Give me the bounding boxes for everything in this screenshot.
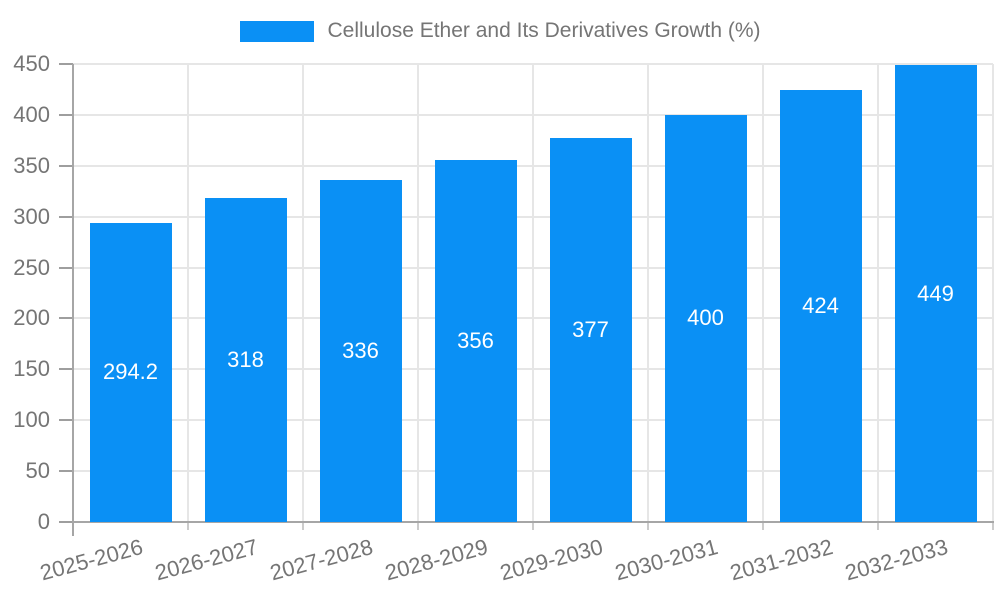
bar [664, 114, 747, 522]
bar-value-label: 318 [227, 347, 264, 373]
y-tick [59, 266, 73, 269]
y-tick [59, 419, 73, 422]
y-tick [59, 368, 73, 371]
bar [434, 159, 517, 522]
v-gridline [992, 64, 994, 522]
y-axis-label: 450 [13, 51, 50, 76]
x-axis-label: 2031-2032 [726, 534, 835, 586]
y-tick [59, 470, 73, 473]
y-axis-line [72, 64, 74, 536]
x-tick [877, 522, 879, 530]
x-axis-line [72, 521, 994, 523]
y-axis-label: 100 [13, 407, 50, 433]
y-tick [59, 63, 73, 65]
x-tick [762, 522, 764, 530]
legend-swatch [239, 20, 314, 42]
y-axis-label: 0 [37, 509, 50, 534]
bar [779, 90, 862, 522]
v-gridline [762, 64, 764, 522]
y-axis-label: 50 [25, 458, 50, 484]
v-gridline [877, 64, 879, 522]
y-tick [59, 215, 73, 218]
bar [204, 198, 287, 522]
bar-value-label: 294.2 [102, 359, 159, 385]
bar-value-label: 336 [342, 338, 379, 363]
x-tick [532, 522, 534, 530]
bar [549, 138, 632, 522]
y-axis-label: 150 [13, 356, 50, 382]
y-tick [59, 164, 73, 167]
y-axis-label: 200 [13, 305, 50, 331]
bar-value-label: 400 [687, 305, 724, 331]
bar [89, 222, 172, 522]
bar-value-label: 449 [917, 280, 954, 306]
v-gridline [302, 64, 304, 522]
bar [894, 65, 977, 522]
x-axis-label: 2027-2028 [266, 534, 375, 586]
bar-value-label: 356 [457, 327, 494, 353]
legend-label: Cellulose Ether and Its Derivatives Grow… [327, 19, 761, 42]
y-axis-label: 250 [13, 254, 50, 280]
legend[interactable]: Cellulose Ether and Its Derivatives Grow… [0, 18, 1000, 44]
x-axis-label: 2030-2031 [611, 534, 720, 586]
y-tick [59, 317, 73, 320]
x-axis-label: 2029-2030 [496, 534, 605, 586]
y-axis-label: 350 [13, 152, 50, 178]
x-axis-label: 2028-2029 [381, 534, 490, 586]
x-tick [417, 522, 419, 530]
bar-value-label: 377 [572, 317, 609, 343]
bar-value-label: 424 [802, 293, 839, 319]
v-gridline [647, 64, 649, 522]
x-axis-label: 2026-2027 [151, 534, 260, 586]
x-axis-label: 2032-2033 [841, 534, 950, 586]
v-gridline [417, 64, 419, 522]
x-tick [647, 522, 649, 530]
v-gridline [187, 64, 189, 522]
y-axis-label: 300 [13, 203, 50, 229]
y-tick [59, 521, 73, 523]
bar [319, 180, 402, 522]
y-tick [59, 113, 73, 116]
x-tick [302, 522, 304, 530]
x-tick [187, 522, 189, 530]
x-axis-label: 2025-2026 [36, 534, 145, 586]
v-gridline [532, 64, 534, 522]
y-axis-label: 400 [13, 101, 50, 127]
x-tick [992, 522, 994, 530]
